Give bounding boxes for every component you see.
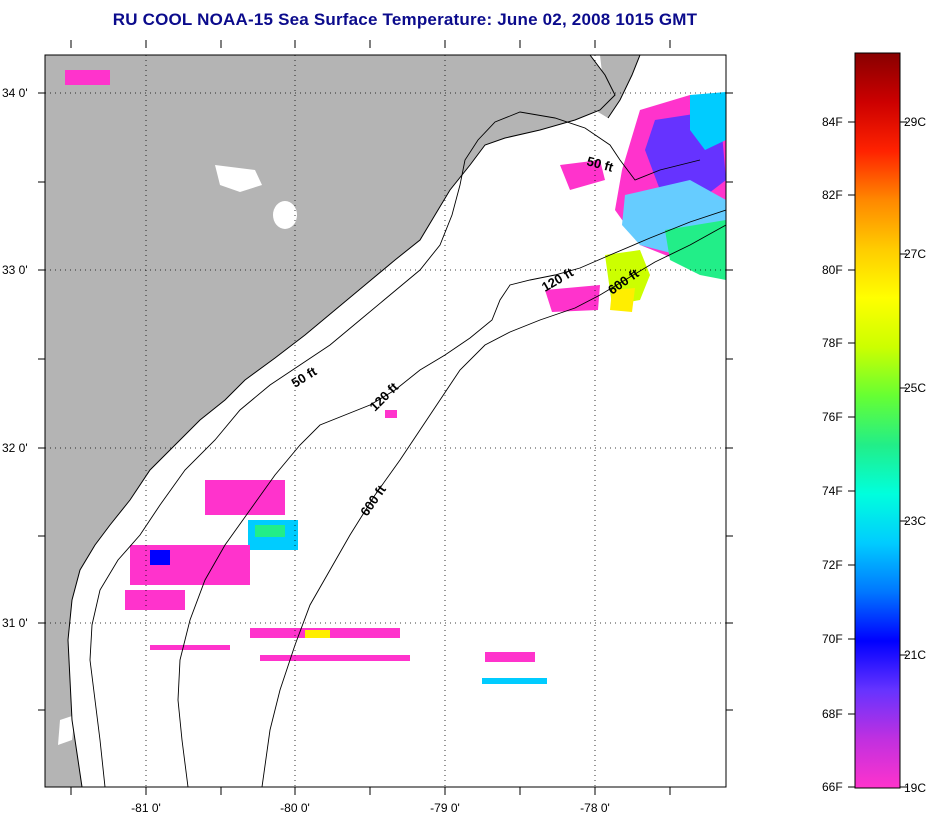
colorbar-fahrenheit-label: 66F — [822, 780, 843, 794]
graticule — [45, 55, 726, 787]
colorbar-celsius-label: 29C — [904, 115, 926, 129]
map-frame — [44, 54, 727, 788]
colorbar-celsius-label: 19C — [904, 781, 926, 795]
lake — [273, 201, 297, 229]
lake — [58, 715, 75, 745]
land-mass — [45, 55, 615, 787]
isobath-label: 50 ft — [585, 153, 615, 175]
colorbar-celsius-label: 23C — [904, 514, 926, 528]
sst-patches — [65, 70, 726, 684]
longitude-label: -81 0' — [131, 801, 161, 815]
colorbar-fahrenheit-label: 82F — [822, 188, 843, 202]
tick-marks — [38, 40, 733, 795]
longitude-label: -78 0' — [580, 801, 610, 815]
colorbar-fahrenheit-label: 76F — [822, 410, 843, 424]
isobath-600ft — [261, 224, 726, 787]
colorbar-celsius-label: 21C — [904, 648, 926, 662]
latitude-label: 31 0' — [2, 616, 28, 630]
colorbar-fahrenheit-label: 72F — [822, 558, 843, 572]
latitude-label: 34 0' — [2, 86, 28, 100]
chart-title: RU COOL NOAA-15 Sea Surface Temperature:… — [112, 10, 698, 29]
longitude-label: -79 0' — [430, 801, 460, 815]
latitude-label: 32 0' — [2, 441, 28, 455]
colorbar-fahrenheit-label: 68F — [822, 707, 843, 721]
colorbar-fahrenheit-label: 74F — [822, 484, 843, 498]
colorbar-celsius-label: 25C — [904, 381, 926, 395]
coastline — [67, 55, 616, 787]
lake — [215, 165, 262, 192]
isobath-50ft — [89, 111, 701, 787]
colorbar-fahrenheit-label: 84F — [822, 115, 843, 129]
land-north-cape — [598, 55, 640, 118]
isobath-120ft — [177, 209, 726, 787]
latitude-label: 33 0' — [2, 263, 28, 277]
colorbar-fahrenheit-label: 78F — [822, 336, 843, 350]
colorbar-celsius-label: 27C — [904, 247, 926, 261]
colorbar-fahrenheit-label: 80F — [822, 263, 843, 277]
longitude-label: -80 0' — [280, 801, 310, 815]
colorbar-gradient — [854, 52, 901, 789]
colorbar-fahrenheit-label: 70F — [822, 632, 843, 646]
